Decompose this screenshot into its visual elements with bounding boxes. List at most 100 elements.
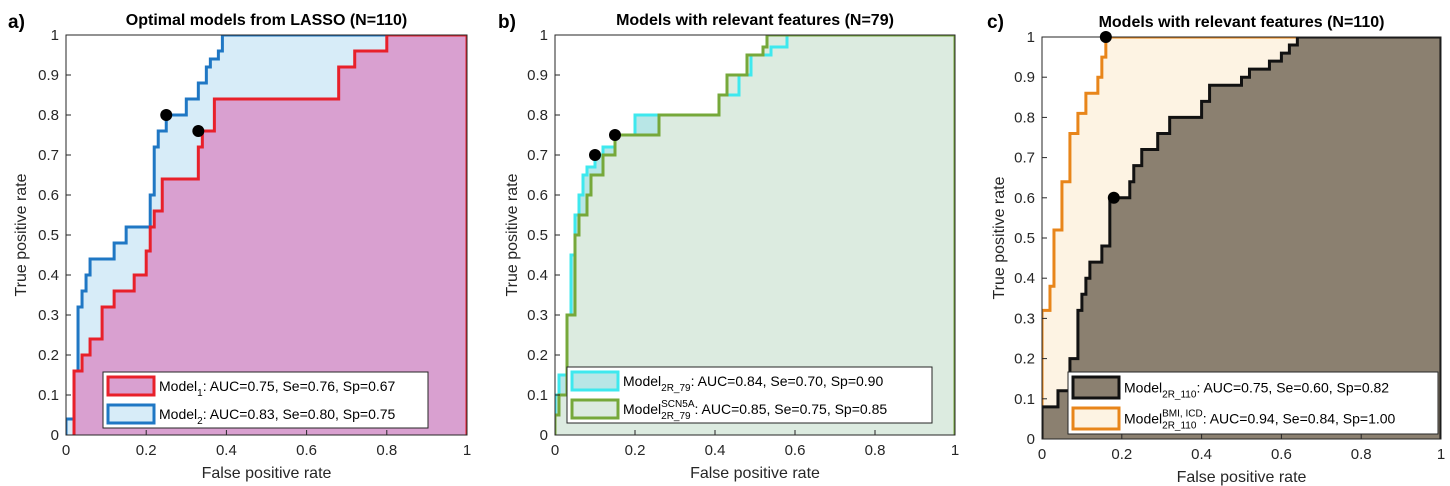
chart-panel-1: 0 0.2 0.4 0.6 0.8 1 0 0.1 0.2 0.3 0.4 0.5 0.6 0.7 0.8 0… — [8, 12, 471, 482]
legend-stats-2: : AUC=0.94, Se=0.84, Sp=1.00 — [1203, 411, 1396, 427]
y-tick-label: 0.4 — [38, 267, 59, 284]
y-tick-label: 0 — [1027, 431, 1035, 448]
x-tick-label: 0.4 — [216, 442, 237, 459]
y-tick-label: 0 — [51, 427, 59, 444]
operating-point-2 — [1099, 31, 1112, 43]
x-tick-label: 0.2 — [625, 442, 646, 459]
y-tick-label: 0.3 — [527, 307, 548, 324]
y-tick-label: 0.8 — [527, 107, 548, 124]
x-tick-label: 0.4 — [1191, 446, 1212, 463]
y-tick-label: 0.9 — [38, 67, 59, 84]
series-line-1 — [1042, 37, 1441, 439]
x-axis-label: False positive rate — [1177, 469, 1307, 486]
y-axis-label: True positive rate — [13, 173, 30, 296]
x-tick-label: 0.2 — [136, 442, 157, 459]
x-axis-label: False positive rate — [690, 465, 820, 482]
y-axis-label: True positive rate — [504, 173, 521, 296]
series-line-2 — [555, 35, 955, 435]
legend-swatch-2 — [106, 403, 156, 425]
y-tick-label: 0.4 — [527, 267, 548, 284]
x-tick-label: 0.8 — [865, 442, 886, 459]
legend-sub-1: 2R_110 — [1162, 390, 1197, 401]
y-tick-label: 0.5 — [38, 227, 59, 244]
y-tick-label: 1 — [1027, 29, 1035, 46]
y-tick-label: 0.2 — [527, 347, 548, 364]
legend-box — [566, 366, 933, 424]
legend-swatch-2 — [570, 398, 620, 420]
x-tick-label: 1 — [463, 442, 471, 459]
operating-point-1 — [1107, 191, 1120, 204]
legend-sup-2: BMI, ICD — [1162, 409, 1203, 420]
y-tick-label: 0.8 — [1014, 109, 1035, 126]
legend-stats-1: : AUC=0.84, Se=0.70, Sp=0.90 — [691, 373, 884, 389]
legend-label-1: Model — [1124, 380, 1162, 396]
x-tick-label: 0 — [1038, 446, 1046, 463]
x-tick-label: 0.8 — [376, 442, 397, 459]
legend-swatch-1 — [1071, 375, 1121, 400]
legend-stats-1: : AUC=0.75, Se=0.76, Sp=0.67 — [203, 378, 396, 394]
x-tick-label: 1 — [951, 442, 959, 459]
legend-label-2: Model — [623, 401, 661, 417]
legend-stats-1: : AUC=0.75, Se=0.60, Sp=0.82 — [1196, 380, 1389, 396]
x-tick-label: 0.6 — [296, 442, 317, 459]
y-tick-label: 0.4 — [1014, 270, 1035, 287]
series-line-1 — [555, 35, 955, 435]
x-tick-label: 1 — [1437, 446, 1445, 463]
y-tick-label: 0.6 — [1014, 190, 1035, 207]
legend-stats-2: : AUC=0.83, Se=0.80, Sp=0.75 — [203, 406, 396, 422]
y-tick-label: 1 — [51, 27, 59, 44]
y-tick-label: 0.6 — [527, 187, 548, 204]
operating-point-1 — [192, 125, 205, 137]
legend-swatch-1 — [570, 370, 620, 392]
x-tick-label: 0.4 — [705, 442, 726, 459]
legend-stats-2: : AUC=0.85, Se=0.75, Sp=0.85 — [695, 401, 888, 417]
panel-label: b) — [498, 12, 516, 33]
series-line-2 — [66, 35, 467, 435]
legend-label-2: Model — [159, 406, 197, 422]
plot-area — [555, 35, 955, 435]
panel-label: a) — [8, 12, 25, 33]
y-tick-label: 0.3 — [1014, 310, 1035, 327]
y-tick-label: 0.9 — [1014, 69, 1035, 86]
chart-title: Models with relevant features (N=79) — [616, 12, 894, 29]
y-tick-label: 0.7 — [1014, 150, 1035, 167]
legend-sub-1: 1 — [197, 388, 203, 399]
legend-sub-2: 2R_79 — [661, 411, 691, 422]
y-tick-label: 0.2 — [1014, 351, 1035, 368]
y-tick-label: 0 — [540, 427, 548, 444]
operating-point-2 — [609, 129, 621, 141]
x-tick-label: 0.6 — [1271, 446, 1292, 463]
x-tick-label: 0.6 — [785, 442, 806, 459]
y-tick-label: 0.6 — [38, 187, 59, 204]
y-tick-label: 0.1 — [527, 387, 548, 404]
series-line-2 — [1042, 37, 1441, 439]
x-tick-label: 0 — [551, 442, 559, 459]
legend: Model 2R_79: AUC=0.84, Se=0.70, Sp=0.90Mo… — [566, 366, 933, 424]
panel-label: c) — [987, 12, 1004, 33]
legend-label-2: Model — [1124, 411, 1162, 427]
plot-area — [66, 35, 467, 435]
series-fill-1 — [1042, 37, 1441, 439]
legend-swatch-1 — [106, 375, 156, 397]
chart-title: Optimal models from LASSO (N=110) — [126, 12, 407, 29]
y-tick-label: 1 — [540, 27, 548, 44]
legend-sup-2: SCN5A — [661, 399, 695, 410]
y-tick-label: 0.9 — [527, 67, 548, 84]
y-tick-label: 0.7 — [38, 147, 59, 164]
y-tick-label: 0.1 — [38, 387, 59, 404]
y-tick-label: 0.1 — [1014, 391, 1035, 408]
legend-box — [102, 371, 429, 429]
chart-title: Models with relevant features (N=110) — [1099, 14, 1385, 31]
series-line-1 — [72, 35, 467, 435]
y-tick-label: 0.7 — [527, 147, 548, 164]
y-tick-label: 0.8 — [38, 107, 59, 124]
x-axis-label: False positive rate — [202, 465, 332, 482]
legend-sub-1: 2R_79 — [661, 383, 691, 394]
legend-sub-2: 2R_110 — [1162, 421, 1197, 432]
x-tick-label: 0.2 — [1111, 446, 1132, 463]
y-tick-label: 0.5 — [1014, 230, 1035, 247]
chart-panel-2: 0 0.2 0.4 0.6 0.8 1 0 0.1 0.2 0.3 0.4 0.5 0.6 0.7 0.8 0… — [498, 12, 959, 482]
legend: Model 2R_110: AUC=0.75, Se=0.60, Sp=0.82M… — [1067, 371, 1439, 435]
